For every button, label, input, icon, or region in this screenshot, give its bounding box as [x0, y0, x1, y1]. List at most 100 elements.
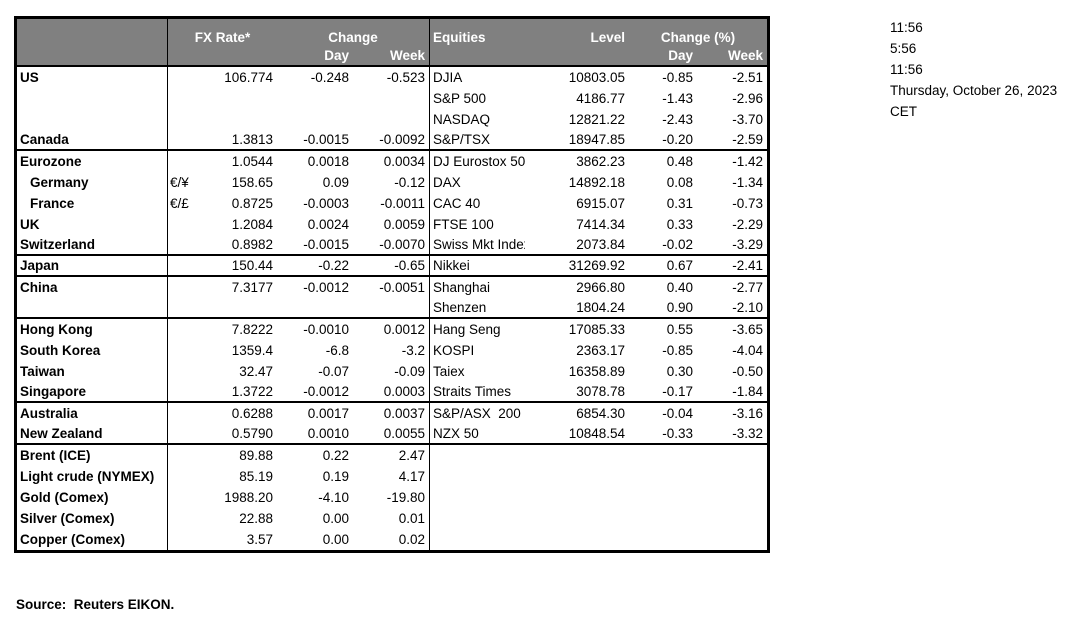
- table-row: Germany €/¥ 158.65 0.09 -0.12 DAX 14892.18 0.08…: [17, 172, 767, 193]
- equity-week-change-cell: -2.10: [732, 300, 763, 315]
- fx-pair-cell: [167, 403, 197, 424]
- equity-level-cell: 17085.33: [568, 322, 625, 337]
- equity-week-change-cell: -2.77: [732, 280, 763, 295]
- fx-day-change-cell: -0.0012: [303, 280, 349, 295]
- table-row: Singapore 1.3722 -0.0012 0.0003 Straits Time…: [17, 382, 767, 403]
- fx-rate-cell: 85.19: [239, 469, 273, 484]
- equity-level-cell: 12821.22: [568, 112, 625, 127]
- fx-day-change-cell: -0.07: [318, 364, 349, 379]
- fx-week-change-cell: 0.0034: [383, 154, 425, 169]
- equity-day-change-cell: -0.17: [662, 384, 693, 399]
- equity-level-cell: [525, 508, 629, 529]
- fx-day-change-cell: -0.0015: [303, 132, 349, 147]
- fx-change-header: Change: [328, 30, 378, 45]
- equity-week-change-cell: [697, 466, 767, 487]
- equity-level-cell: 3078.78: [576, 384, 625, 399]
- country-cell: Switzerland: [20, 237, 96, 252]
- country-cell: [17, 298, 167, 317]
- country-cell: Japan: [20, 258, 60, 273]
- fx-rate-cell: 150.44: [231, 258, 273, 273]
- fx-week-change-cell: -0.0070: [379, 237, 425, 252]
- equity-day-change-cell: 0.67: [666, 258, 693, 273]
- country-cell: Australia: [20, 406, 78, 421]
- fx-pair-cell: [167, 424, 197, 443]
- equity-day-change-cell: -0.85: [662, 343, 693, 358]
- fx-day-change-cell: -0.0015: [303, 237, 349, 252]
- equity-level-cell: [525, 529, 629, 550]
- table-row: US 106.774 -0.248 -0.523 DJIA 10803.05 -0.85 -2…: [17, 67, 767, 88]
- country-cell: Gold (Comex): [20, 490, 109, 505]
- fx-week-change-cell: -0.12: [394, 175, 425, 190]
- equity-day-change-cell: [629, 466, 697, 487]
- fx-day-change-cell: 0.0018: [307, 154, 349, 169]
- fx-week-change-cell: [353, 109, 429, 130]
- equity-day-change-cell: [629, 508, 697, 529]
- fx-pair-cell: [167, 529, 197, 550]
- country-cell: Silver (Comex): [20, 511, 115, 526]
- equity-level-cell: 3862.23: [576, 154, 625, 169]
- fx-rate-cell: 106.774: [224, 70, 273, 85]
- equity-week-change-cell: -3.65: [732, 322, 763, 337]
- fx-week-change-cell: 0.0003: [383, 384, 425, 399]
- equity-name-cell: FTSE 100: [429, 214, 525, 235]
- equity-name-cell: DAX: [429, 172, 525, 193]
- equity-week-change-cell: [697, 445, 767, 466]
- table-row: Japan 150.44 -0.22 -0.65 Nikkei 31269.92 0.67 -…: [17, 256, 767, 277]
- fx-week-change-cell: 0.01: [398, 511, 425, 526]
- equity-name-cell: KOSPI: [429, 340, 525, 361]
- fx-day-change-cell: 0.0010: [307, 426, 349, 441]
- fx-day-change-cell: [277, 298, 353, 317]
- equity-week-change-cell: -0.50: [732, 364, 763, 379]
- time-cet: 11:56: [890, 62, 923, 77]
- fx-pair-cell: [167, 214, 197, 235]
- equity-week-change-cell: -4.04: [732, 343, 763, 358]
- equity-name-cell: [429, 487, 525, 508]
- equity-name-cell: S&P 500: [429, 88, 525, 109]
- equity-day-change-cell: [629, 487, 697, 508]
- country-cell: Hong Kong: [20, 322, 93, 337]
- table-row: Gold (Comex) 1988.20 -4.10 -19.80: [17, 487, 767, 508]
- table-header-row-1: FX Rate* Change Equities Level Change (%…: [17, 19, 767, 47]
- country-cell: Light crude (NYMEX): [20, 469, 155, 484]
- equity-name-cell: S&P/ASX 200: [429, 403, 525, 424]
- equity-week-change-cell: [697, 508, 767, 529]
- equity-change-pct-header: Change (%): [660, 30, 736, 45]
- fx-rate-cell: 7.3177: [231, 280, 273, 295]
- fx-rate-cell: 89.88: [239, 448, 273, 463]
- country-cell: Germany: [30, 175, 89, 190]
- fx-rate-cell: 22.88: [239, 511, 273, 526]
- equity-week-change-cell: -1.84: [732, 384, 763, 399]
- fx-day-change-cell: -0.22: [318, 258, 349, 273]
- fx-week-subheader: Week: [389, 48, 425, 63]
- fx-day-change-cell: -0.0012: [303, 384, 349, 399]
- equity-day-change-cell: 0.40: [666, 280, 693, 295]
- timestamps-block: 11:56 5:56 11:56 Thursday, October 26, 2…: [890, 17, 1057, 122]
- empty-header-cell: [429, 47, 629, 65]
- fx-day-change-cell: -6.8: [325, 343, 349, 358]
- fx-pair-cell: €/¥: [167, 172, 197, 193]
- fx-day-change-cell: -4.10: [318, 490, 349, 505]
- equity-name-cell: S&P/TSX: [429, 130, 525, 149]
- fx-pair-cell: [167, 88, 197, 109]
- equity-name-cell: DJ Eurostox 50: [429, 151, 525, 172]
- country-cell: Brent (ICE): [20, 448, 91, 463]
- fx-pair-cell: [167, 151, 197, 172]
- equity-day-change-cell: 0.08: [666, 175, 693, 190]
- fx-day-change-cell: 0.00: [322, 532, 349, 547]
- equity-name-cell: Shenzen: [429, 298, 525, 317]
- equity-week-change-cell: [697, 487, 767, 508]
- country-cell: UK: [20, 217, 40, 232]
- equity-name-cell: Hang Seng: [429, 319, 525, 340]
- country-cell: [17, 88, 167, 109]
- fx-day-change-cell: -0.248: [310, 70, 349, 85]
- fx-day-change-cell: 0.09: [322, 175, 349, 190]
- equity-level-cell: 6915.07: [576, 196, 625, 211]
- equity-name-cell: [429, 466, 525, 487]
- fx-rate-cell: 158.65: [231, 175, 273, 190]
- equity-day-change-cell: -0.85: [662, 70, 693, 85]
- fx-rate-cell: 0.8982: [231, 237, 273, 252]
- corner-header-cell: [17, 19, 167, 47]
- fx-day-subheader: Day: [324, 48, 349, 63]
- table-row: Light crude (NYMEX) 85.19 0.19 4.17: [17, 466, 767, 487]
- fx-pair-cell: [167, 298, 197, 317]
